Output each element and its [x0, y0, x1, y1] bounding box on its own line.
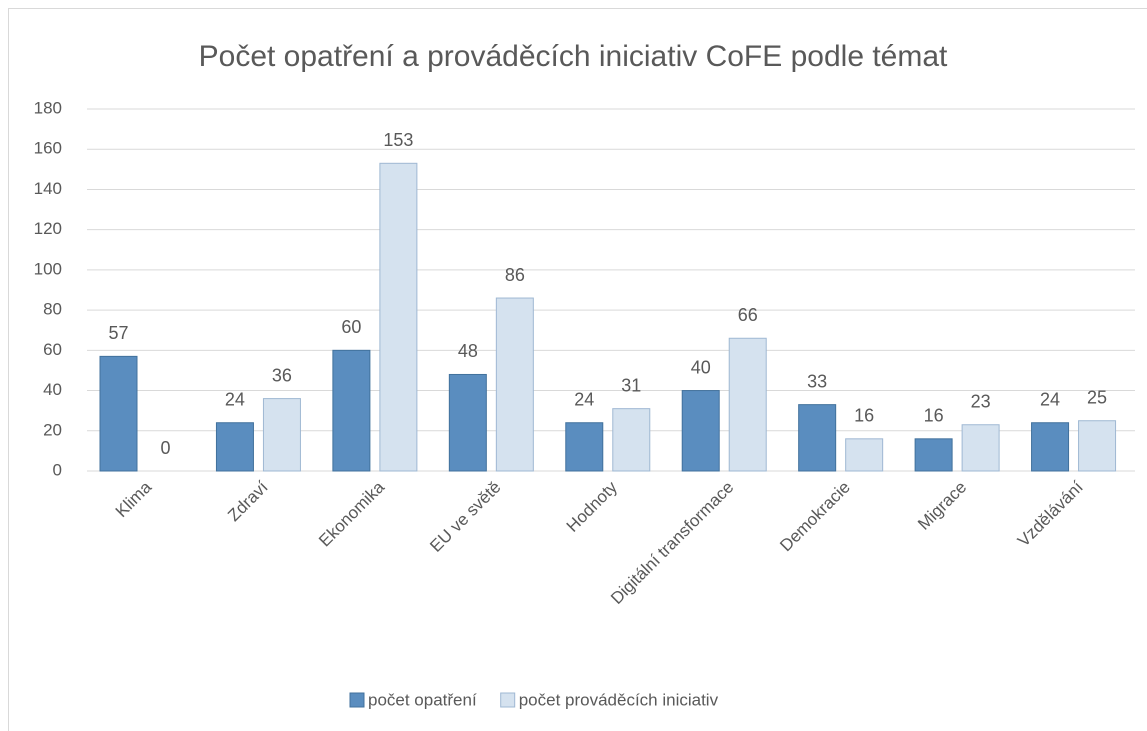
bar: [1078, 420, 1117, 472]
legend-label: počet prováděcích iniciativ: [519, 690, 719, 709]
bar: [681, 390, 720, 472]
data-label: 36: [272, 365, 292, 385]
data-label: 24: [225, 389, 245, 409]
y-tick-label: 140: [34, 179, 62, 198]
bar: [961, 424, 1000, 472]
bar: [215, 422, 254, 472]
data-label: 57: [108, 323, 128, 343]
data-label: 60: [341, 317, 361, 337]
bar: [99, 355, 138, 472]
bar: [495, 297, 534, 472]
bar: [332, 349, 371, 472]
bar: [448, 373, 487, 472]
data-label: 40: [691, 357, 711, 377]
data-label: 31: [621, 375, 641, 395]
y-tick-label: 100: [34, 259, 62, 278]
data-label: 48: [458, 341, 478, 361]
bar: [379, 162, 418, 472]
chart-border: [8, 8, 1147, 731]
data-label: 16: [924, 406, 944, 426]
bar: [612, 408, 651, 472]
bar: [1031, 422, 1070, 472]
data-label: 24: [1040, 389, 1060, 409]
y-tick-label: 0: [53, 460, 62, 479]
chart-title: Počet opatření a prováděcích iniciativ C…: [199, 40, 948, 73]
bar: [262, 398, 301, 472]
legend-label: počet opatření: [368, 690, 477, 709]
legend-swatch: [349, 692, 365, 708]
y-tick-label: 160: [34, 139, 62, 158]
y-tick-label: 120: [34, 219, 62, 238]
data-label: 66: [738, 305, 758, 325]
y-tick-label: 180: [34, 98, 62, 117]
data-label: 153: [383, 130, 413, 150]
bar: [565, 422, 604, 472]
data-label: 33: [807, 371, 827, 391]
bar: [914, 438, 953, 472]
bar: [798, 404, 837, 472]
data-label: 25: [1087, 387, 1107, 407]
y-tick-label: 20: [43, 420, 62, 439]
bar: [728, 337, 767, 472]
bar: [845, 438, 884, 472]
y-tick-label: 80: [43, 300, 62, 319]
data-label: 0: [160, 438, 170, 458]
y-tick-label: 60: [43, 340, 62, 359]
data-label: 86: [505, 265, 525, 285]
data-label: 16: [854, 406, 874, 426]
data-label: 23: [971, 391, 991, 411]
data-label: 24: [574, 389, 594, 409]
legend-swatch: [500, 692, 516, 708]
y-tick-label: 40: [43, 380, 62, 399]
